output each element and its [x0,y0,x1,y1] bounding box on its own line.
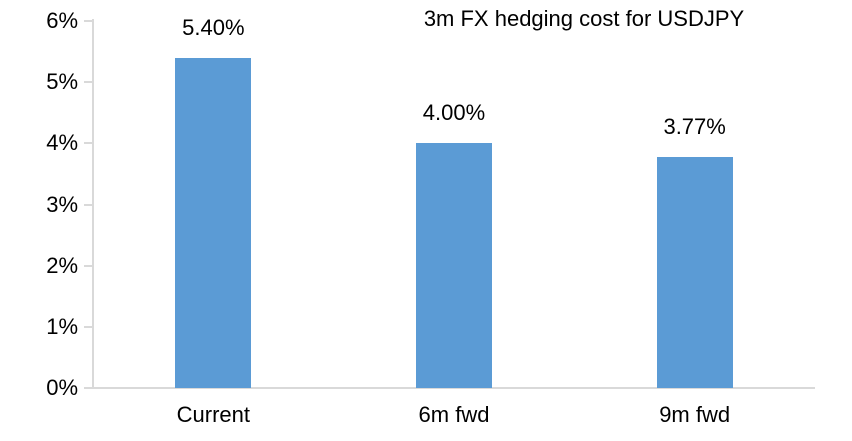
y-axis-line [92,19,94,389]
bar-9m-fwd [656,157,733,388]
y-axis-tick-mark [84,20,93,22]
bar-current [175,57,252,388]
y-axis-tick-mark [84,387,93,389]
y-axis-tick-label: 5% [46,69,78,95]
y-axis-tick-label: 1% [46,313,78,339]
y-axis-tick-label: 2% [46,252,78,278]
x-axis-category-label: 9m fwd [659,402,731,427]
y-axis-tick-mark [84,203,93,206]
y-axis-tick-mark [84,264,93,267]
y-axis-tick-label: 6% [46,8,78,33]
x-axis-line [84,387,815,389]
bar-value-label: 4.00% [422,100,486,126]
y-axis-tick-mark [84,81,93,84]
x-axis-category-label: Current [176,402,251,427]
bar-value-label: 5.40% [182,14,245,40]
bar-value-label: 3.77% [663,114,726,140]
x-axis-category-label: 6m fwd [418,402,490,427]
y-axis-tick-mark [84,142,93,145]
y-axis-tick-mark [84,325,93,328]
y-axis-tick-label: 0% [46,375,78,400]
y-axis-tick-label: 3% [46,191,78,217]
chart-title: 3m FX hedging cost for USDJPY [423,6,745,31]
bar-6m-fwd [416,143,492,388]
y-axis-tick-label: 4% [46,130,78,156]
